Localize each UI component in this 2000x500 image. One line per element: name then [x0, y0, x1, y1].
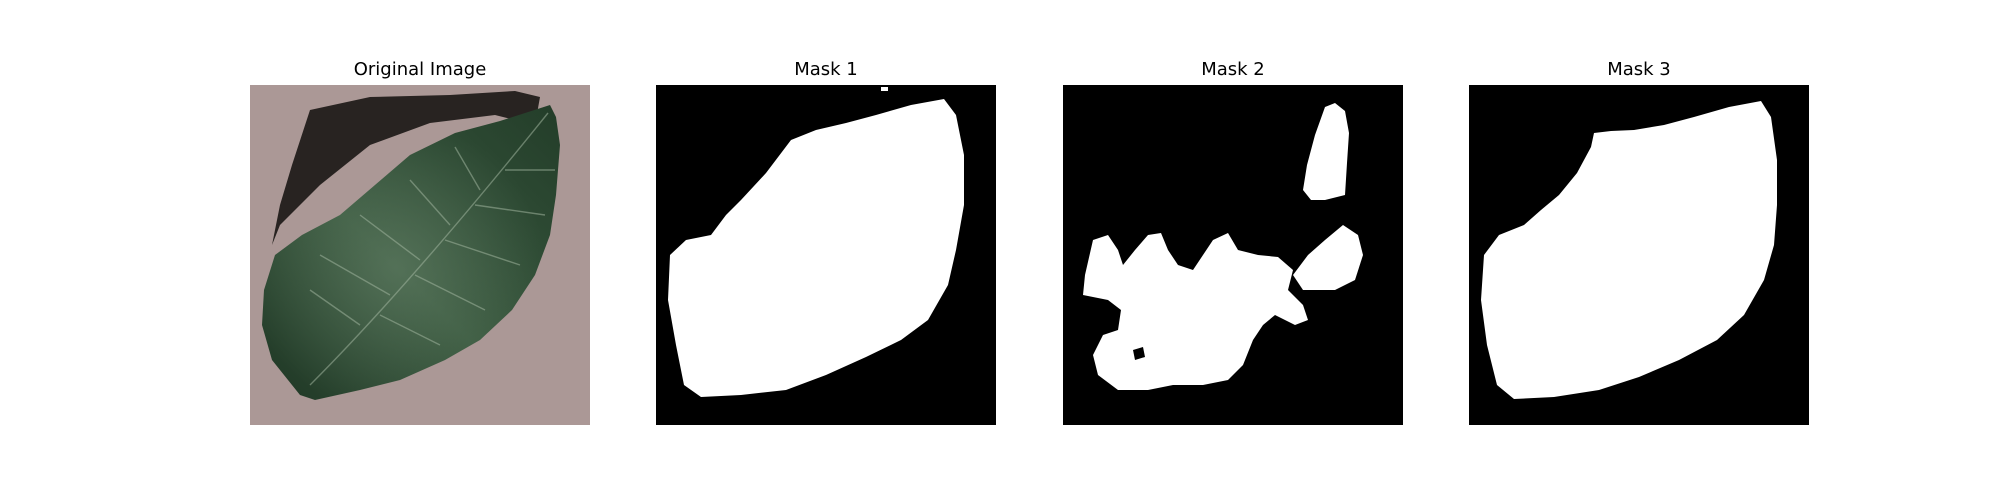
mask-region — [1481, 101, 1777, 399]
original-leaf-image — [250, 85, 590, 425]
mask-1-image — [656, 85, 996, 425]
leaf-veins — [309, 112, 555, 386]
panel-title: Mask 3 — [1607, 59, 1671, 80]
panel-title: Mask 2 — [1201, 59, 1265, 80]
mask-noise — [881, 87, 888, 91]
mask-region-right — [1293, 225, 1363, 290]
mask-2-image — [1063, 85, 1403, 425]
mask-region — [668, 99, 964, 397]
mask-3-image — [1469, 85, 1809, 425]
panel-mask-2: Mask 2 — [1063, 0, 1403, 500]
mask-hole — [1133, 347, 1145, 360]
leaf-shadow — [272, 91, 540, 245]
panel-original-image: Original Image — [250, 0, 590, 500]
mask-region-top-right — [1303, 103, 1349, 200]
panel-title: Mask 1 — [794, 59, 858, 80]
panel-mask-1: Mask 1 — [656, 0, 996, 500]
panel-mask-3: Mask 3 — [1469, 0, 1809, 500]
panel-title: Original Image — [353, 59, 487, 80]
